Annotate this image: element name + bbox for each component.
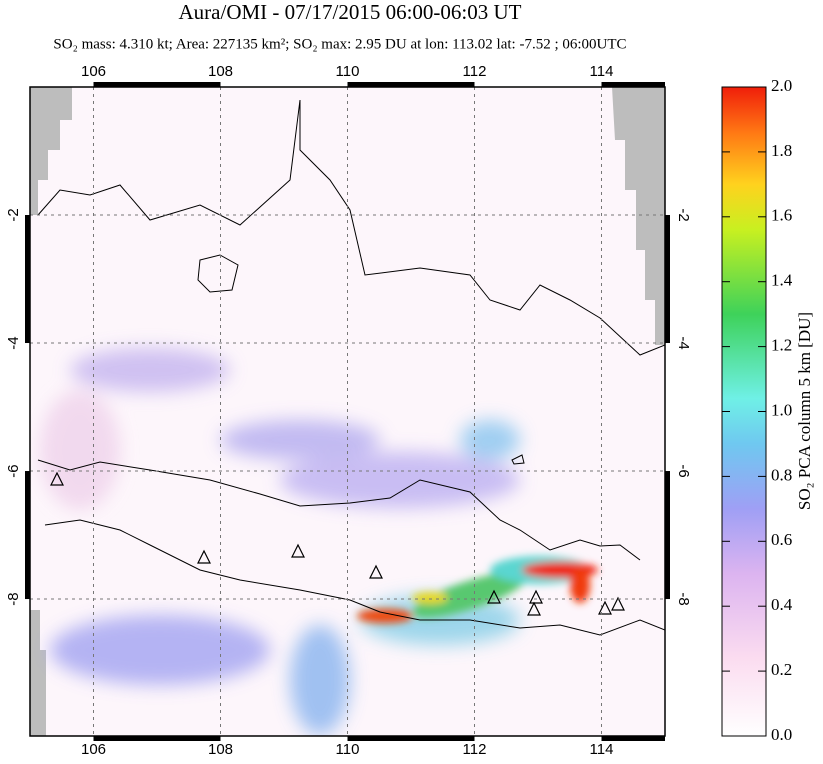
x-tick-label: 112 [463, 63, 487, 80]
colorbar-label: SO₂ PCA column 5 km [DU] [795, 312, 814, 510]
map-axes: 106 106 108 108 110 110 112 112 114 114 -2 -2 -4 -4 -6… [5, 63, 692, 758]
x-tick-label: 110 [336, 741, 360, 758]
x-tick-label: 110 [336, 63, 360, 80]
frame-band [93, 736, 221, 741]
frame-band [93, 82, 221, 87]
frame-band [665, 215, 670, 344]
y-tick-label: -4 [675, 336, 692, 349]
map-frame [29, 86, 666, 737]
x-tick-label: 114 [590, 741, 614, 758]
colorbar-tick-label: 0.2 [771, 660, 792, 679]
y-tick-label: -6 [675, 464, 692, 477]
x-tick-label: 114 [590, 63, 614, 80]
colorbar-tick-label: 1.6 [771, 206, 792, 225]
colorbar-tick-label: 0.4 [771, 595, 793, 614]
subtitle: SO₂ mass: 4.310 kt; Area: 227135 km²; SO… [53, 36, 626, 52]
title: Aura/OMI - 07/17/2015 06:00-06:03 UT [179, 0, 522, 24]
colorbar-tick-label: 2.0 [771, 76, 792, 95]
frame-band [665, 471, 670, 600]
x-tick-label: 108 [208, 741, 233, 758]
colorbar-tick-label: 0.8 [771, 465, 792, 484]
colorbar-tick-label: 1.2 [771, 336, 792, 355]
y-tick-label: -6 [5, 464, 22, 477]
frame-band [601, 736, 665, 741]
map-field [30, 87, 665, 736]
x-tick-label: 108 [208, 63, 233, 80]
frame-band [347, 82, 475, 87]
frame-band [25, 215, 30, 344]
x-tick-label: 112 [463, 741, 487, 758]
colorbar-tick-label: 1.4 [771, 271, 793, 290]
y-tick-label: -8 [675, 592, 692, 605]
y-tick-label: -2 [5, 208, 22, 221]
colorbar-tick-label: 1.0 [771, 400, 792, 419]
y-tick-label: -8 [5, 592, 22, 605]
colorbar-tick-label: 1.8 [771, 141, 792, 160]
colorbar-tick-label: 0.6 [771, 530, 792, 549]
frame-band [347, 736, 475, 741]
x-tick-label: 106 [81, 63, 106, 80]
frame-band [25, 471, 30, 600]
y-tick-label: -2 [675, 208, 692, 221]
y-tick-label: -4 [5, 336, 22, 349]
frame-band [601, 82, 665, 87]
x-tick-label: 106 [81, 741, 106, 758]
colorbar-tick-label: 0.0 [771, 725, 792, 744]
